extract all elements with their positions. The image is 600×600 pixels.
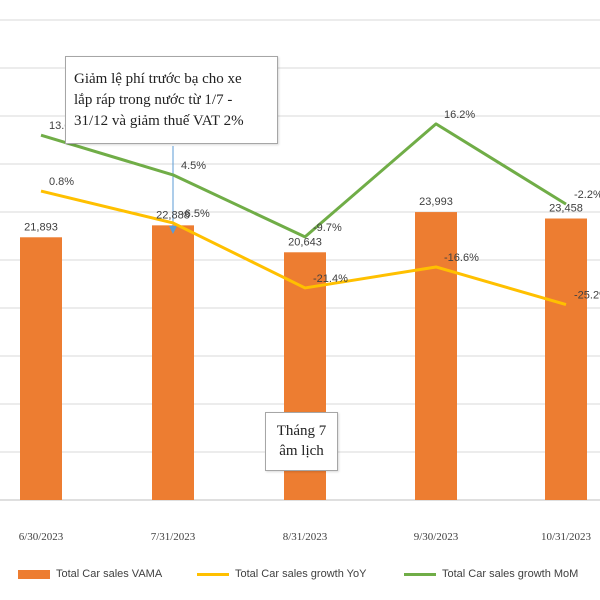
line-value-label: -2.2% xyxy=(574,189,600,201)
bar-value-label: 23,458 xyxy=(549,203,583,215)
x-axis-tick-labels: 6/30/2023 7/31/2023 8/31/2023 9/30/2023 10/3… xyxy=(19,531,592,543)
bar xyxy=(152,225,194,500)
legend-item-mom: Total Car sales growth MoM xyxy=(404,568,578,580)
annotation-line: âm lịch xyxy=(279,443,324,459)
annotation-line: Tháng 7 xyxy=(276,423,327,439)
bar-value-label: 21,893 xyxy=(24,221,58,233)
line-value-label: -6.5% xyxy=(181,208,210,220)
bar-value-label: 23,993 xyxy=(419,196,453,208)
bar-value-label: 22,888 xyxy=(156,209,190,221)
legend-swatch xyxy=(404,572,436,576)
legend-item-vama: Total Car sales VAMA xyxy=(18,568,162,580)
policy-annotation: Giảm lệ phí trước bạ cho xe lắp ráp tron… xyxy=(65,56,278,144)
legend-label: Total Car sales growth MoM xyxy=(442,568,579,580)
legend-swatch xyxy=(18,569,50,579)
series-line xyxy=(40,122,567,239)
ghost-month-annotation: Tháng 7 âm lịch xyxy=(265,412,338,471)
x-tick-label: 9/30/2023 xyxy=(414,531,459,543)
line-value-label: -21.4% xyxy=(313,273,348,285)
x-tick-label: 10/31/2023 xyxy=(541,531,592,543)
line-series xyxy=(40,122,567,306)
bar xyxy=(20,237,62,500)
line-value-label: -9.7% xyxy=(313,222,342,234)
annotation-line: 31/12 và giảm thuế VAT 2% xyxy=(74,113,244,129)
line-value-label: -25.2% xyxy=(574,290,600,302)
bar xyxy=(545,218,587,500)
callout-arrow xyxy=(169,146,177,234)
x-tick-label: 7/31/2023 xyxy=(151,531,196,543)
line-value-label: 16.2% xyxy=(444,109,475,121)
x-tick-label: 8/31/2023 xyxy=(283,531,328,543)
x-tick-label: 6/30/2023 xyxy=(19,531,64,543)
line-value-label: 0.8% xyxy=(49,176,74,188)
bar-series xyxy=(20,212,587,501)
legend: Total Car sales VAMA Total Car sales gro… xyxy=(0,568,600,590)
legend-swatch xyxy=(197,572,229,576)
line-value-label: -16.6% xyxy=(444,252,479,264)
line-value-label: 4.5% xyxy=(181,160,206,172)
legend-item-yoy: Total Car sales growth YoY xyxy=(197,568,366,580)
bar xyxy=(415,212,457,501)
legend-label: Total Car sales growth YoY xyxy=(235,568,367,580)
legend-label: Total Car sales VAMA xyxy=(56,568,163,580)
bar-value-label: 20,643 xyxy=(288,236,322,248)
series-line xyxy=(40,189,567,306)
data-labels: 21,893 22,888 20,643 23,993 23,458 0.8% -6.5% -… xyxy=(24,109,600,302)
annotation-line: lắp ráp trong nước từ 1/7 - xyxy=(74,92,233,108)
annotation-line: Giảm lệ phí trước bạ cho xe xyxy=(74,71,242,87)
